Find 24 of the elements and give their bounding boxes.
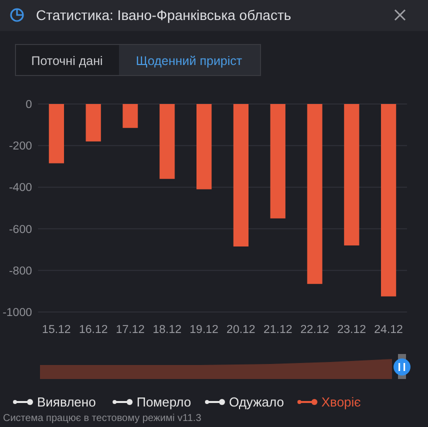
text: Щоденний приріст <box>136 54 242 68</box>
legend-label: Померло <box>136 394 192 410</box>
x-tick-label: 16.12 <box>78 324 108 336</box>
text: Поточні дані <box>31 54 103 68</box>
x-tick-label: 18.12 <box>152 324 182 336</box>
y-tick-label: -200 <box>8 140 32 153</box>
x-tick-label: 24.12 <box>374 324 403 336</box>
x-tick-label: 17.12 <box>116 324 145 336</box>
y-tick-label: -800 <box>8 265 32 278</box>
x-tick-label: 19.12 <box>190 324 218 336</box>
y-tick-label: -600 <box>8 224 32 236</box>
x-tick-label: 21.12 <box>263 324 292 336</box>
legend-label: Хворіє <box>321 394 362 410</box>
x-tick-label: 22.12 <box>300 324 330 336</box>
y-tick-label: -400 <box>8 182 32 194</box>
text: Система працює в тестовому режимі v11.3 <box>3 413 202 424</box>
y-tick-label: -1000 <box>2 307 32 320</box>
chart-title: Статистика: Івано-Франківська область <box>36 7 292 23</box>
legend-label: Виявлено <box>37 394 96 410</box>
x-tick-label: 15.12 <box>42 324 71 336</box>
y-tick-label: 0 <box>26 99 32 112</box>
legend-label: Одужало <box>229 394 284 410</box>
x-tick-label: 23.12 <box>337 324 366 336</box>
x-tick-label: 20.12 <box>226 324 256 336</box>
